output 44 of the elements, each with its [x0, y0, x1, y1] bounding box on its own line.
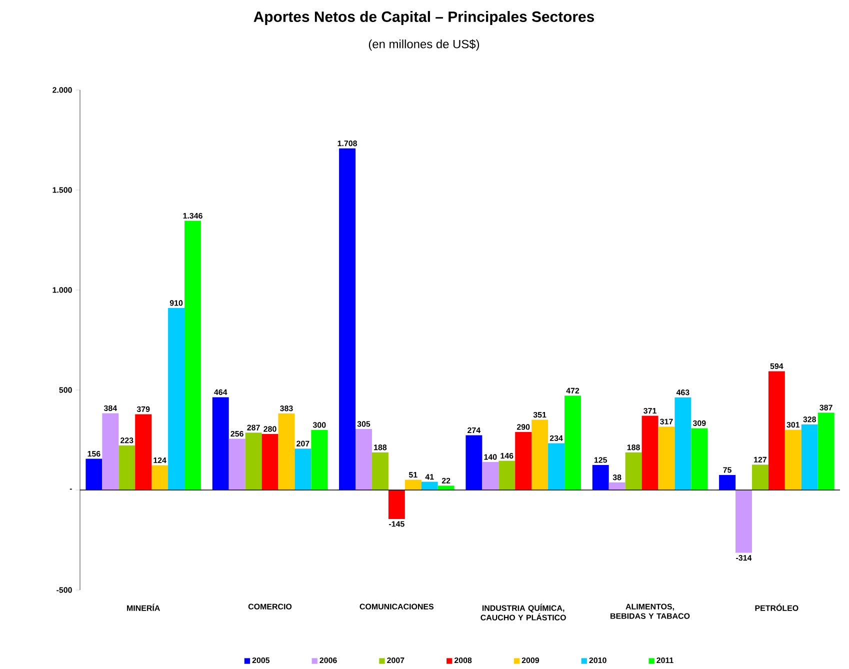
- bar: [801, 424, 818, 490]
- bar: [184, 220, 201, 490]
- bar: [532, 420, 548, 490]
- bar: [294, 448, 312, 490]
- bar: [102, 413, 119, 490]
- bar: [691, 428, 708, 490]
- bar: [625, 452, 642, 490]
- bar: [498, 460, 516, 490]
- bar: [784, 430, 802, 490]
- bar: [482, 462, 499, 490]
- bar: [228, 438, 246, 490]
- bar: [674, 397, 692, 490]
- bar: [438, 486, 454, 490]
- bar: [356, 429, 372, 490]
- bar: [404, 480, 422, 490]
- bar: [168, 308, 184, 490]
- bar: [421, 482, 438, 490]
- bar: [548, 443, 565, 490]
- chart-title: Aportes Netos de Capital – Principales Sectores: [254, 11, 594, 25]
- bar: [642, 416, 658, 490]
- bar: [245, 432, 262, 490]
- bar: [212, 397, 229, 490]
- bar: [262, 434, 278, 490]
- bar: [118, 445, 136, 490]
- bar: [152, 465, 168, 490]
- bar: [311, 430, 328, 490]
- bar: [658, 426, 675, 490]
- bar: [372, 452, 388, 490]
- bar: [388, 490, 405, 519]
- bar: [752, 464, 768, 490]
- bar: [278, 413, 295, 490]
- bar: [515, 432, 532, 490]
- bar: [768, 371, 785, 490]
- bar: [608, 482, 626, 490]
- bar: [564, 396, 581, 490]
- bar: [135, 414, 152, 490]
- bar: [818, 412, 834, 490]
- bar: [339, 148, 356, 490]
- bar: [736, 490, 752, 553]
- bar: [719, 475, 736, 490]
- bar: [466, 435, 482, 490]
- chart-subtitle: (en millones de US$): [368, 39, 480, 51]
- bar: [592, 465, 609, 490]
- bar: [86, 458, 102, 490]
